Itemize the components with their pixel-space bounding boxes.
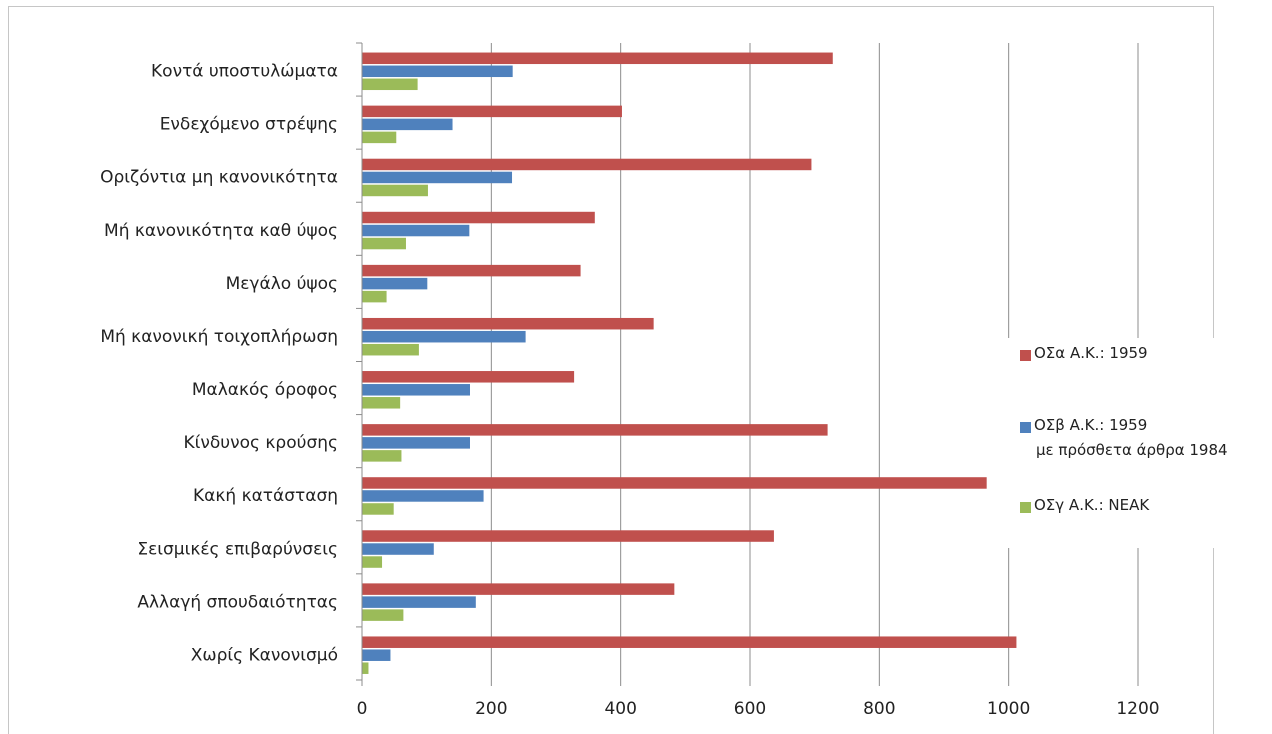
bar-osg-1 [362, 131, 397, 144]
category-label-4: Μεγάλο ύψος [226, 274, 338, 294]
bar-osb-7 [362, 437, 470, 449]
bar-osa-11 [362, 636, 1017, 648]
bar-osb-5 [362, 330, 526, 343]
axes [356, 42, 1139, 686]
bar-osg-4 [362, 290, 387, 303]
legend-swatch-osb [1020, 422, 1031, 433]
bar-osg-3 [362, 237, 406, 250]
bar-osa-1 [362, 105, 622, 118]
x-tick-label-400: 400 [604, 699, 636, 719]
category-labels: Κοντά υποστυλώματα Ενδεχόμενο στρέψης Οριζ… [100, 62, 338, 666]
legend-swatch-osg [1020, 502, 1031, 513]
bar-osb-11 [362, 649, 391, 661]
legend-label-osg: ΟΣγ Α.Κ.: ΝΕΑΚ [1034, 496, 1150, 514]
bar-osg-6 [362, 397, 401, 409]
bar-osa-6 [362, 371, 575, 383]
bar-osa-3 [362, 211, 595, 224]
bar-osg-7 [362, 450, 402, 462]
legend-note-osb: με πρόσθετα άρθρα 1984 [1036, 441, 1228, 459]
category-label-3: Μή κανονικότητα καθ ύψος [104, 221, 338, 241]
bar-osa-2 [362, 158, 812, 171]
category-label-6: Μαλακός όροφος [192, 380, 338, 400]
bar-osg-5 [362, 343, 419, 356]
bar-osa-9 [362, 530, 774, 542]
bar-osb-0 [362, 65, 513, 78]
bar-osg-8 [362, 503, 394, 515]
x-tick-label-1000: 1000 [987, 699, 1030, 719]
bar-osb-8 [362, 490, 484, 502]
bars [362, 52, 1017, 674]
bar-osg-11 [362, 662, 369, 674]
category-label-7: Κίνδυνος κρούσης [184, 433, 339, 453]
category-label-8: Κακή κατάσταση [193, 486, 338, 506]
x-tick-label-1200: 1200 [1116, 699, 1159, 719]
bar-osb-1 [362, 118, 453, 131]
legend-label-osb: ΟΣβ Α.Κ.: 1959 [1034, 416, 1148, 434]
x-tick-label-800: 800 [863, 699, 895, 719]
bar-osa-0 [362, 52, 833, 65]
bar-osa-7 [362, 424, 828, 436]
bar-osg-9 [362, 556, 383, 568]
bar-osb-9 [362, 543, 434, 555]
bar-osb-2 [362, 171, 513, 184]
category-label-11: Χωρίς Κανονισμό [191, 645, 338, 665]
bar-osa-8 [362, 477, 987, 489]
legend: ΟΣα Α.Κ.: 1959 ΟΣβ Α.Κ.: 1959 με πρόσθετ… [1002, 338, 1270, 548]
bar-osb-4 [362, 277, 428, 290]
bar-osg-2 [362, 184, 428, 197]
x-tick-label-200: 200 [475, 699, 507, 719]
bar-osg-0 [362, 78, 418, 91]
category-label-5: Μή κανονική τοιχοπλήρωση [100, 327, 338, 347]
legend-swatch-osa [1020, 350, 1031, 361]
bar-osb-6 [362, 384, 470, 396]
category-label-1: Ενδεχόμενο στρέψης [160, 115, 338, 135]
category-label-9: Σεισμικές επιβαρύνσεις [137, 539, 338, 559]
category-label-0: Κοντά υποστυλώματα [151, 62, 338, 82]
x-tick-label-600: 600 [734, 699, 766, 719]
bar-osa-4 [362, 264, 581, 277]
bar-osa-10 [362, 583, 675, 595]
bar-osg-10 [362, 609, 404, 621]
bar-osb-10 [362, 596, 476, 608]
category-label-2: Οριζόντια μη κανονικότητα [100, 168, 338, 188]
category-label-10: Αλλαγή σπουδαιότητας [137, 592, 338, 612]
bar-osb-3 [362, 224, 470, 237]
legend-label-osa: ΟΣα Α.Κ.: 1959 [1034, 344, 1148, 362]
bar-osa-5 [362, 317, 654, 330]
x-tick-label-0: 0 [357, 699, 368, 719]
x-tick-labels: 0 200 400 600 800 1000 1200 [357, 699, 1160, 719]
